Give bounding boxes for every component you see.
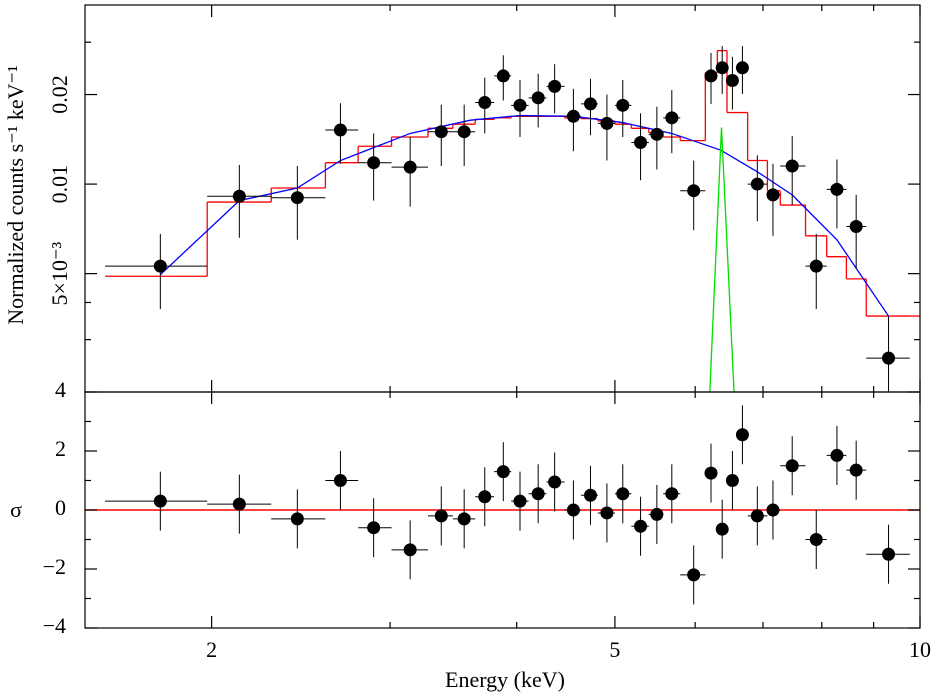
data-point bbox=[367, 156, 381, 170]
residual-point bbox=[809, 533, 823, 546]
residual-point bbox=[548, 475, 562, 489]
residual-point bbox=[566, 503, 580, 517]
data-point bbox=[513, 98, 527, 112]
data-point bbox=[496, 69, 510, 83]
residual-point bbox=[232, 497, 246, 511]
data-point bbox=[882, 351, 896, 365]
residual-point bbox=[367, 521, 381, 535]
data-point bbox=[650, 127, 664, 141]
residual-point bbox=[290, 512, 304, 526]
residual-point bbox=[704, 466, 718, 480]
residual-point bbox=[403, 543, 417, 557]
data-point bbox=[750, 177, 764, 191]
data-point bbox=[403, 160, 417, 174]
data-point bbox=[434, 125, 448, 139]
data-point bbox=[687, 184, 701, 198]
data-point bbox=[849, 220, 863, 234]
data-point bbox=[232, 189, 246, 203]
residual-point bbox=[333, 474, 347, 487]
residual-point bbox=[665, 487, 679, 501]
residual-y-label: σ bbox=[10, 497, 22, 522]
data-point bbox=[830, 182, 844, 196]
data-point bbox=[478, 96, 492, 110]
data-point bbox=[715, 61, 729, 75]
residual-point bbox=[478, 490, 492, 504]
x-axis-label: Energy (keV) bbox=[445, 667, 565, 692]
data-point bbox=[616, 98, 630, 112]
residual-point bbox=[600, 506, 614, 520]
data-point bbox=[809, 259, 823, 273]
y-tick-label: 0.01 bbox=[47, 165, 72, 204]
y-tick-label: 4 bbox=[55, 377, 66, 402]
residual-point bbox=[687, 568, 701, 582]
residual-point bbox=[750, 509, 764, 523]
data-point bbox=[333, 123, 347, 137]
y-tick-label: −4 bbox=[43, 613, 66, 638]
data-point bbox=[600, 116, 614, 130]
data-point bbox=[153, 259, 167, 273]
residual-point bbox=[735, 428, 749, 442]
data-point bbox=[725, 73, 739, 87]
data-point bbox=[290, 191, 304, 205]
residual-point bbox=[882, 547, 896, 561]
bottom-frame bbox=[84, 391, 921, 629]
data-point bbox=[566, 109, 580, 123]
data-point bbox=[583, 97, 597, 111]
residual-point bbox=[725, 474, 739, 487]
residual-point bbox=[849, 463, 863, 477]
data-point bbox=[531, 91, 545, 105]
data-point bbox=[704, 69, 718, 83]
residual-point bbox=[153, 494, 167, 508]
line-component bbox=[709, 127, 735, 392]
residual-point bbox=[513, 494, 527, 508]
data-point bbox=[665, 111, 679, 125]
residual-point bbox=[457, 512, 471, 526]
x-tick-label: 10 bbox=[909, 637, 931, 662]
data-point bbox=[785, 159, 799, 173]
y-tick-label: 5×10⁻³ bbox=[47, 241, 72, 305]
y-tick-label: 2 bbox=[55, 436, 66, 461]
x-tick-label: 5 bbox=[609, 637, 620, 662]
residual-point bbox=[634, 519, 648, 533]
axes: 2 5 10 0.02 0.01 5×10⁻³ −4 −2 0 2 4 bbox=[43, 5, 931, 662]
residual-point bbox=[785, 459, 799, 473]
residual-point bbox=[766, 503, 780, 517]
continuum-curve bbox=[159, 114, 890, 317]
bottom-panel-marks bbox=[85, 405, 920, 605]
top-frame bbox=[84, 4, 921, 393]
x-tick-label: 2 bbox=[206, 637, 217, 662]
y-tick-label: −2 bbox=[43, 554, 66, 579]
top-panel-marks bbox=[105, 46, 920, 392]
y-axis-label: Normalized counts s⁻¹ keV⁻¹ bbox=[3, 65, 28, 324]
residual-point bbox=[650, 507, 664, 521]
residual-point bbox=[830, 448, 844, 462]
residual-point bbox=[715, 522, 729, 536]
data-point bbox=[548, 79, 562, 93]
y-tick-label: 0 bbox=[55, 495, 66, 520]
data-point bbox=[634, 135, 648, 149]
residual-point bbox=[583, 488, 597, 502]
residual-point bbox=[496, 465, 510, 479]
y-tick-label: 0.02 bbox=[47, 75, 72, 114]
data-point bbox=[457, 125, 471, 139]
residual-point bbox=[531, 487, 545, 501]
data-point bbox=[735, 61, 749, 75]
residual-point bbox=[616, 487, 630, 501]
data-point bbox=[766, 188, 780, 202]
residual-point bbox=[434, 509, 448, 523]
